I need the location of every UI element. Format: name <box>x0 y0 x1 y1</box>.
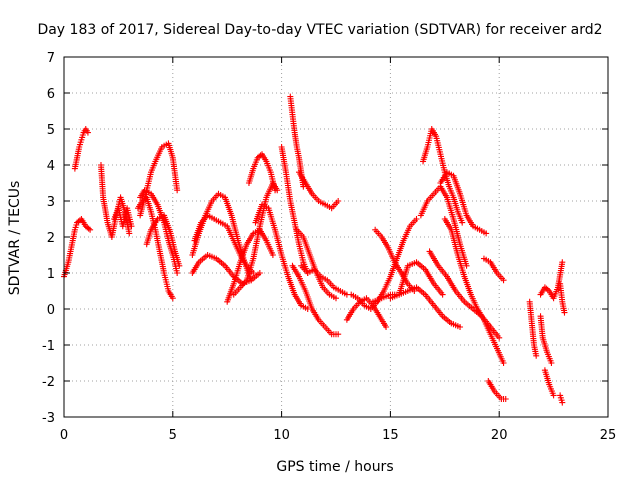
data-point <box>87 226 94 233</box>
data-point <box>548 360 555 366</box>
data-point <box>256 270 263 276</box>
data-point <box>176 262 183 269</box>
series-arc-16 <box>278 144 311 276</box>
series-arc-31 <box>441 216 507 366</box>
series-arc-33 <box>485 378 509 402</box>
data-point <box>550 392 557 399</box>
x-tick-label: 10 <box>273 428 290 443</box>
data-point <box>502 396 509 402</box>
data-point <box>128 223 135 230</box>
series-arc-25 <box>369 284 464 330</box>
data-point <box>250 270 257 276</box>
data-point <box>174 187 181 194</box>
data-point <box>174 270 181 276</box>
data-points <box>61 93 568 406</box>
data-point <box>413 216 420 222</box>
series-arc-18 <box>296 169 342 212</box>
data-point <box>272 187 279 194</box>
series-arc-14 <box>245 151 279 194</box>
series-arc-36 <box>537 313 555 366</box>
y-axis-label: SDTVAR / TECUs <box>7 181 23 296</box>
y-tick-label: -1 <box>42 339 55 354</box>
data-point <box>459 219 466 226</box>
data-point <box>483 230 490 237</box>
data-point <box>126 230 133 237</box>
data-point <box>333 295 339 302</box>
data-point <box>500 360 507 366</box>
y-tick-label: 0 <box>47 303 55 318</box>
data-point <box>439 291 446 298</box>
series-arc-39 <box>557 280 568 316</box>
series-arc-19 <box>289 262 342 338</box>
series-arc-15 <box>252 201 311 312</box>
series-arc-3 <box>97 162 133 240</box>
axis-ticks <box>63 56 609 418</box>
data-point <box>169 295 176 302</box>
data-point <box>559 259 566 266</box>
y-tick-label: 4 <box>47 159 55 174</box>
data-point <box>84 129 91 136</box>
series-arc-21 <box>298 262 350 298</box>
y-tick-label: -2 <box>42 375 55 390</box>
y-tick-label: 7 <box>47 51 55 66</box>
data-point <box>496 334 503 341</box>
series-arc-12 <box>224 226 276 305</box>
series-arc-35 <box>537 259 566 302</box>
series-arc-34 <box>526 298 540 359</box>
series-arc-2 <box>71 126 91 172</box>
series-arc-27 <box>420 126 466 226</box>
series-arc-17 <box>287 93 307 190</box>
series-arc-28 <box>417 183 470 269</box>
series-arc-37 <box>541 367 557 399</box>
data-point <box>500 277 507 284</box>
x-tick-label: 0 <box>60 428 68 443</box>
data-point <box>463 262 470 269</box>
x-tick-label: 5 <box>169 428 177 443</box>
series-arc-6 <box>134 194 176 302</box>
data-point <box>559 399 566 406</box>
series-arc-24 <box>372 226 418 294</box>
series-arc-26 <box>387 259 446 302</box>
data-point <box>335 331 342 338</box>
series-arc-29 <box>437 169 490 237</box>
series-arc-32 <box>480 255 507 284</box>
series-arc-1 <box>61 216 94 280</box>
x-tick-label: 25 <box>600 428 617 443</box>
data-point <box>457 324 464 330</box>
data-point <box>561 309 568 316</box>
y-tick-label: 3 <box>47 195 55 210</box>
x-tick-label: 15 <box>382 428 399 443</box>
y-tick-label: 2 <box>47 231 55 246</box>
data-point <box>383 324 390 330</box>
data-point <box>533 352 540 359</box>
grid-lines <box>64 57 608 417</box>
data-point <box>269 252 276 258</box>
chart-title: Day 183 of 2017, Sidereal Day-to-day VTE… <box>37 22 602 38</box>
y-tick-label: 5 <box>47 123 55 138</box>
x-tick-label: 20 <box>491 428 508 443</box>
series-arc-8 <box>143 212 183 269</box>
series-arc-4 <box>111 205 135 230</box>
y-tick-label: 1 <box>47 267 55 282</box>
y-tick-label: 6 <box>47 87 55 102</box>
y-tick-labels: -3 -2 -1 0 1 2 3 4 5 6 7 <box>42 51 55 426</box>
series-arc-38 <box>557 392 566 406</box>
data-point <box>335 198 342 204</box>
x-tick-labels: 0 5 10 15 20 25 <box>60 428 616 443</box>
series-arc-22 <box>343 295 390 330</box>
y-tick-label: -3 <box>42 411 55 426</box>
series-arc-23 <box>348 216 420 312</box>
x-axis-label: GPS time / hours <box>276 459 393 475</box>
